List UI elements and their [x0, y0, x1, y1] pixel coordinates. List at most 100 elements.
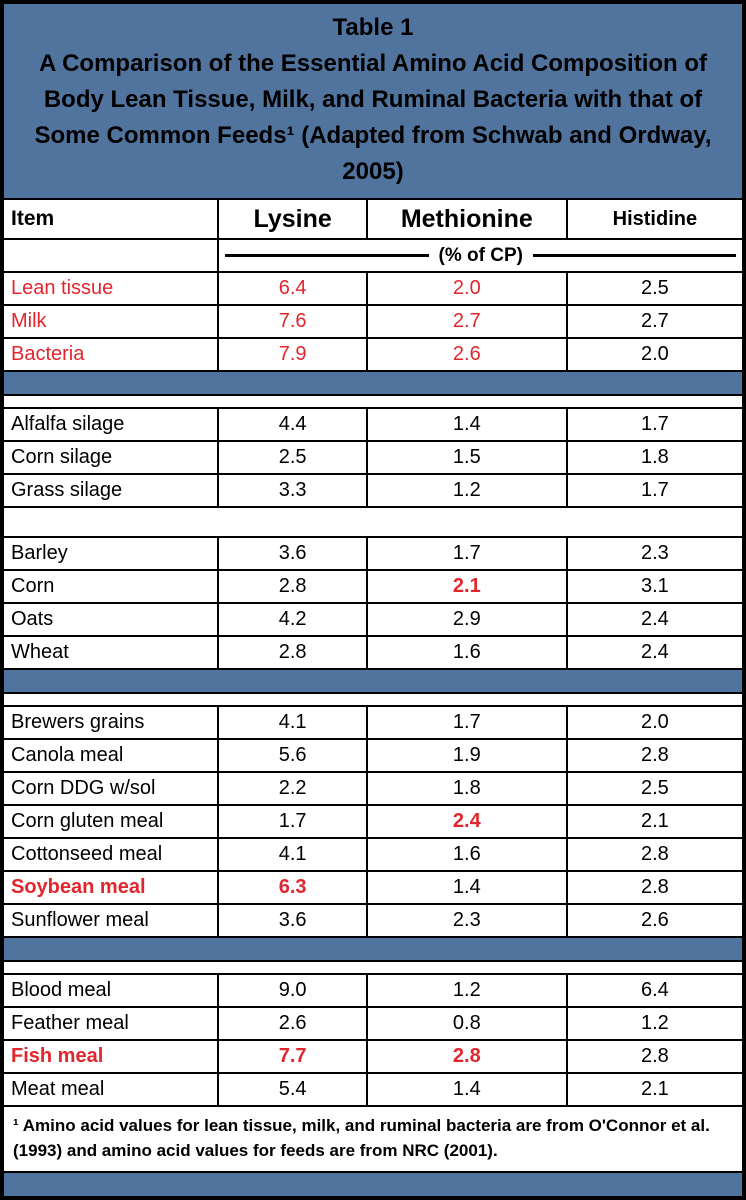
value-cell: 7.7: [219, 1041, 368, 1072]
item-cell: Corn DDG w/sol: [4, 773, 220, 804]
table-row: Corn DDG w/sol 2.2 1.8 2.5: [4, 773, 742, 806]
item-cell: Grass silage: [4, 475, 220, 506]
table-row: Feather meal 2.6 0.8 1.2: [4, 1008, 742, 1041]
value-cell: 2.1: [640, 1078, 669, 1100]
table-body: Lean tissue 6.4 2.0 2.5 Milk 7.6 2.7 2.7 Bacteri…: [4, 273, 742, 1107]
table-row: Meat meal 5.4 1.4 2.1: [4, 1074, 742, 1107]
value-cell: 9.0: [219, 975, 368, 1006]
section-divider: [4, 938, 742, 962]
value-cell: 2.4: [640, 641, 669, 663]
bottom-bar: [4, 1173, 742, 1196]
item-cell: Brewers grains: [4, 707, 220, 738]
item-cell: Feather meal: [4, 1008, 220, 1039]
column-header-item: Item: [4, 200, 220, 238]
value-cell: 2.8: [640, 744, 669, 766]
table-row: Wheat 2.8 1.6 2.4: [4, 637, 742, 670]
value-cell: 2.1: [368, 571, 568, 602]
section-divider: [4, 670, 742, 694]
value-cell: 2.1: [640, 810, 669, 832]
value-cell: 3.3: [219, 475, 368, 506]
value-cell: 7.6: [219, 306, 368, 337]
column-header-methionine: Methionine: [368, 200, 568, 238]
value-cell: 2.8: [640, 876, 669, 898]
table-row: Corn gluten meal 1.7 2.4 2.1: [4, 806, 742, 839]
table-row: Oats 4.2 2.9 2.4: [4, 604, 742, 637]
value-cell: 2.8: [368, 1041, 568, 1072]
value-cell: 4.4: [219, 409, 368, 440]
value-cell: 3.6: [219, 905, 368, 936]
value-cell: 2.7: [640, 310, 669, 332]
value-cell: 2.7: [368, 306, 568, 337]
spacer-row: [4, 694, 742, 707]
table-row: Lean tissue 6.4 2.0 2.5: [4, 273, 742, 306]
value-cell: 3.6: [219, 538, 368, 569]
value-cell: 2.6: [219, 1008, 368, 1039]
table-row: Brewers grains 4.1 1.7 2.0: [4, 707, 742, 740]
table-row: Cottonseed meal 4.1 1.6 2.8: [4, 839, 742, 872]
value-cell: 1.7: [368, 707, 568, 738]
value-cell: 2.5: [219, 442, 368, 473]
value-cell: 2.6: [640, 909, 669, 931]
unit-row: (% of CP): [4, 240, 742, 273]
item-cell: Corn silage: [4, 442, 220, 473]
value-cell: 2.3: [368, 905, 568, 936]
value-cell: 1.4: [368, 1074, 568, 1105]
value-cell: 6.4: [219, 273, 368, 304]
value-cell: 2.8: [640, 843, 669, 865]
table-row: Blood meal 9.0 1.2 6.4: [4, 975, 742, 1008]
value-cell: 2.5: [640, 777, 669, 799]
table-row: Corn 2.8 2.1 3.1: [4, 571, 742, 604]
column-header-lysine: Lysine: [219, 200, 368, 238]
value-cell: 1.4: [368, 872, 568, 903]
value-cell: 2.5: [640, 277, 669, 299]
item-cell: Lean tissue: [4, 273, 220, 304]
value-cell: 4.1: [219, 839, 368, 870]
value-cell: 2.2: [219, 773, 368, 804]
item-cell: Corn gluten meal: [4, 806, 220, 837]
value-cell: 1.8: [368, 773, 568, 804]
value-cell: 1.7: [640, 413, 669, 435]
table-row: Bacteria 7.9 2.6 2.0: [4, 339, 742, 372]
value-cell: 2.8: [640, 1045, 669, 1067]
table-row: Fish meal 7.7 2.8 2.8: [4, 1041, 742, 1074]
spacer-row: [4, 962, 742, 975]
value-cell: 1.5: [368, 442, 568, 473]
item-cell: Blood meal: [4, 975, 220, 1006]
column-header-row: Item Lysine Methionine Histidine: [4, 200, 742, 240]
value-cell: 1.2: [368, 475, 568, 506]
item-cell: Canola meal: [4, 740, 220, 771]
unit-label: (% of CP): [438, 244, 523, 266]
value-cell: 2.0: [640, 711, 669, 733]
item-cell: Oats: [4, 604, 220, 635]
table-row: Corn silage 2.5 1.5 1.8: [4, 442, 742, 475]
item-cell: Meat meal: [4, 1074, 220, 1105]
value-cell: 2.8: [219, 637, 368, 668]
value-cell: 2.0: [640, 343, 669, 365]
spacer-row: [4, 396, 742, 409]
table-title-label: Table 1: [332, 14, 414, 41]
value-cell: 2.0: [368, 273, 568, 304]
value-cell: 1.6: [368, 839, 568, 870]
table-row: Barley 3.6 1.7 2.3: [4, 538, 742, 571]
dash-line-left: [225, 254, 429, 257]
item-cell: Alfalfa silage: [4, 409, 220, 440]
value-cell: 1.9: [368, 740, 568, 771]
table-row: Milk 7.6 2.7 2.7: [4, 306, 742, 339]
value-cell: 2.3: [640, 542, 669, 564]
value-cell: 0.8: [368, 1008, 568, 1039]
value-cell: 4.1: [219, 707, 368, 738]
footnote: ¹ Amino acid values for lean tissue, mil…: [4, 1107, 742, 1174]
value-cell: 4.2: [219, 604, 368, 635]
table-title: Table 1 A Comparison of the Essential Am…: [4, 4, 742, 200]
item-cell: Milk: [4, 306, 220, 337]
value-cell: 1.6: [368, 637, 568, 668]
value-cell: 1.7: [368, 538, 568, 569]
table-row: Grass silage 3.3 1.2 1.7: [4, 475, 742, 508]
value-cell: 1.2: [368, 975, 568, 1006]
item-cell: Wheat: [4, 637, 220, 668]
value-cell: 2.8: [219, 571, 368, 602]
item-cell: Corn: [4, 571, 220, 602]
table-title-text: A Comparison of the Essential Amino Acid…: [34, 50, 712, 185]
table-row: Sunflower meal 3.6 2.3 2.6: [4, 905, 742, 938]
